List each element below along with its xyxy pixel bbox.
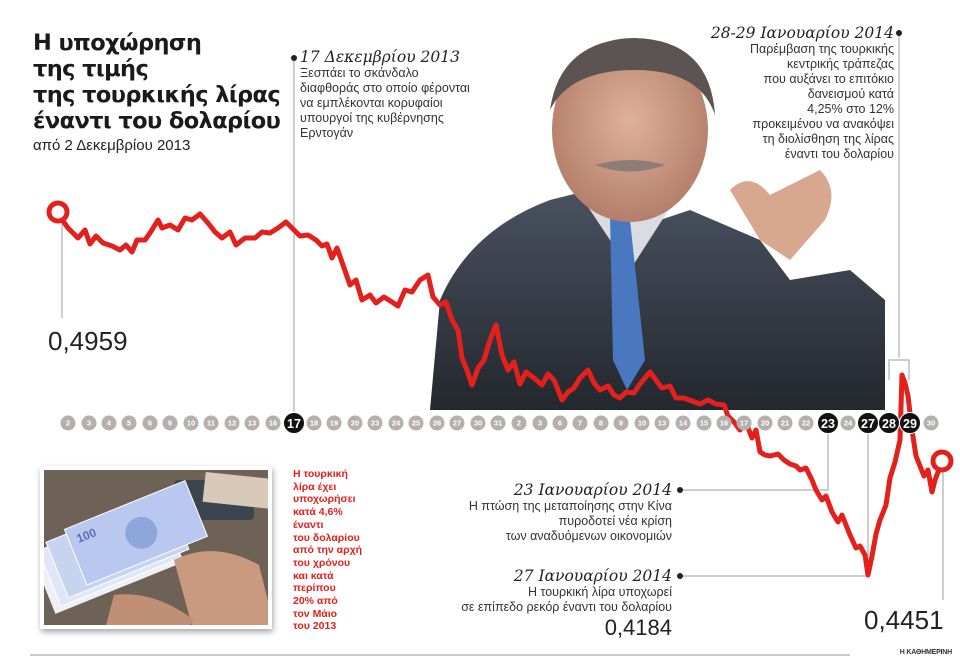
end-value: 0,4451 xyxy=(864,605,944,635)
annotation-date: 28-29 Ιανουαρίου 2014 xyxy=(710,24,894,42)
annotation-jan28-29: 28-29 Ιανουαρίου 2014 Παρέμβαση της τουρ… xyxy=(654,24,894,162)
source-credit: Η ΚΑΘΗΜΕΡΙΝΗ xyxy=(899,649,952,656)
start-value: 0,4959 xyxy=(48,326,128,356)
record-low-value: 0,4184 xyxy=(604,615,672,640)
price-line xyxy=(55,211,943,578)
annotation-date: 17 Δεκεμβρίου 2013 xyxy=(300,48,460,66)
annotation-dec17: 17 Δεκεμβρίου 2013 Ξεσπάει το σκάνδαλο δ… xyxy=(300,48,470,140)
side-note: Η τουρκική λίρα έχει υποχωρήσει κατά 4,6… xyxy=(293,468,363,633)
end-marker xyxy=(930,449,954,473)
annotation-date: 27 Ιανουαρίου 2014 xyxy=(513,567,672,585)
annotation-jan23: 23 Ιανουαρίου 2014 Η πτώση της μεταποίησ… xyxy=(412,481,672,544)
chart-title: Η υποχώρηση της τιμής της τουρκικής λίρα… xyxy=(33,30,281,134)
start-marker xyxy=(46,200,70,224)
annotation-jan27: 27 Ιανουαρίου 2014 Η τουρκική λίρα υποχω… xyxy=(412,567,672,641)
footer-divider xyxy=(30,654,850,656)
money-photo: 100 xyxy=(40,466,272,629)
chart-subtitle: από 2 Δεκεμβρίου 2013 xyxy=(33,137,191,154)
chart-title-block: Η υποχώρηση της τιμής της τουρκικής λίρα… xyxy=(33,30,323,154)
annotation-date: 23 Ιανουαρίου 2014 xyxy=(513,481,672,499)
politician-photo xyxy=(430,38,885,410)
